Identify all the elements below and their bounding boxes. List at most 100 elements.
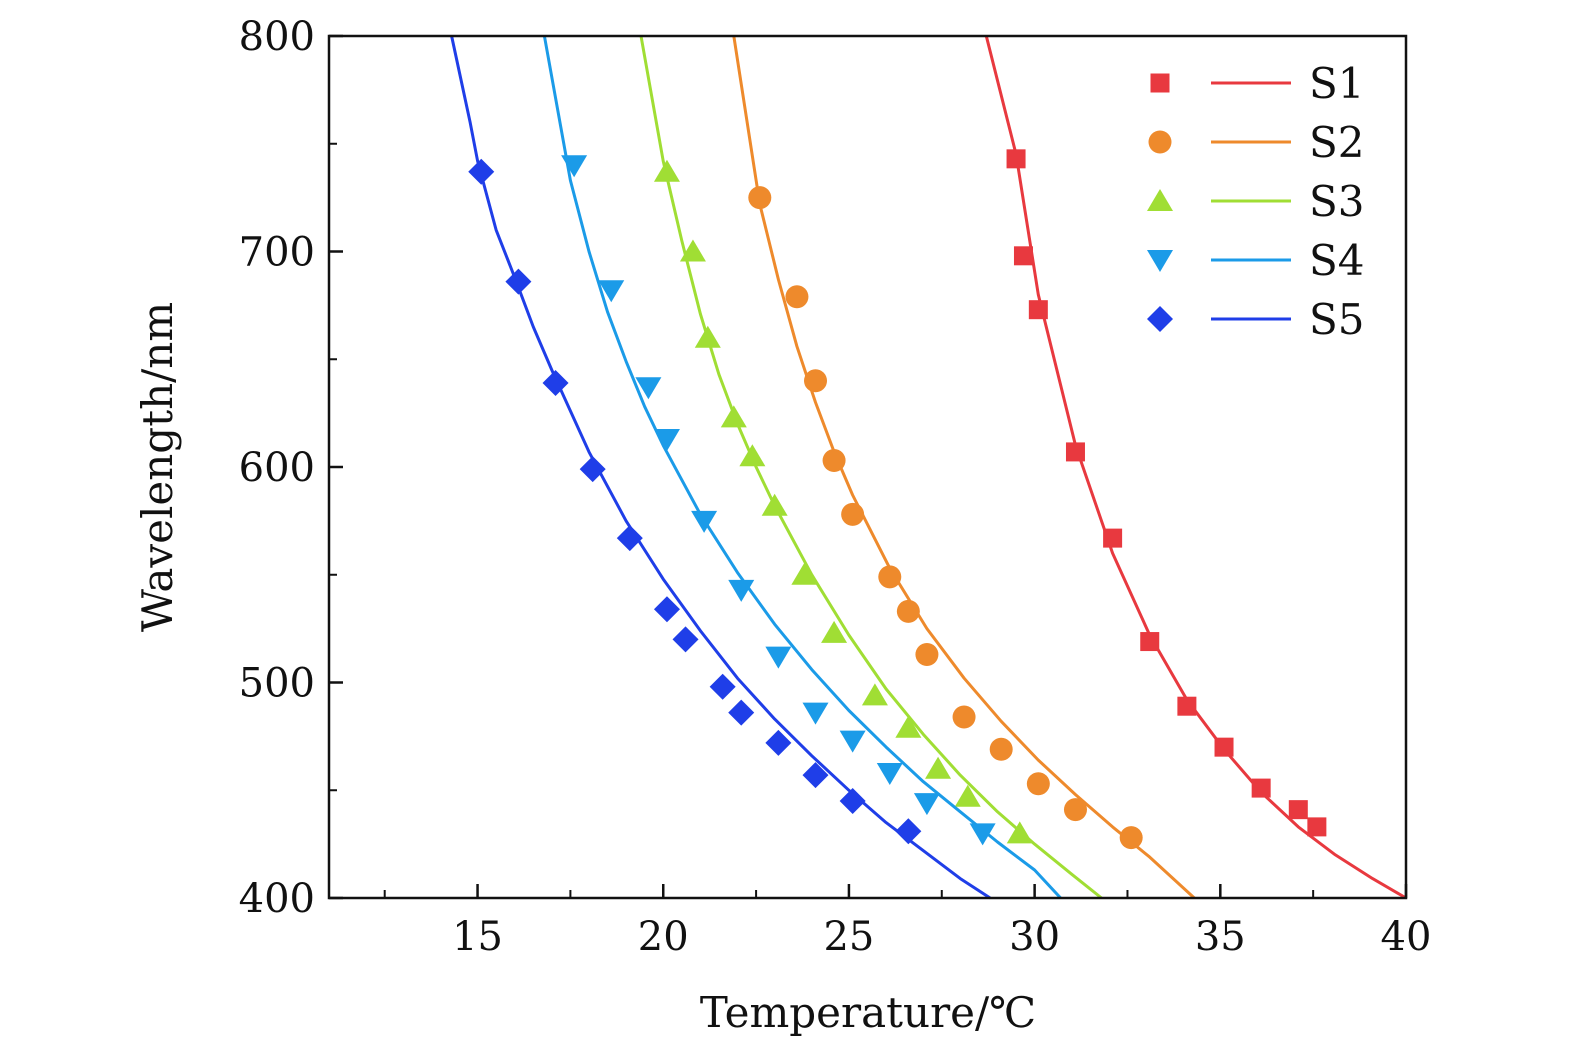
data-point-s2 xyxy=(896,599,920,623)
data-point-s2 xyxy=(1063,798,1087,822)
data-point-s1 xyxy=(1028,300,1048,320)
x-tick-label: 25 xyxy=(823,914,874,960)
data-point-s2 xyxy=(785,285,809,309)
data-point-s2 xyxy=(1026,772,1050,796)
data-point-s5 xyxy=(653,596,680,623)
data-point-s2 xyxy=(1119,826,1143,850)
data-point-s4 xyxy=(969,823,996,846)
data-point-s4 xyxy=(561,155,588,178)
data-point-s3 xyxy=(954,784,981,807)
legend-marker-s1 xyxy=(1150,73,1170,93)
data-point-s2 xyxy=(841,502,865,526)
data-point-s4 xyxy=(876,763,903,786)
data-point-s1 xyxy=(1013,246,1033,266)
data-point-s4 xyxy=(839,730,866,753)
data-point-s3 xyxy=(1006,821,1033,844)
y-tick-label: 400 xyxy=(239,876,315,922)
data-point-s5 xyxy=(802,762,829,789)
y-tick-label: 700 xyxy=(239,230,315,276)
data-point-s4 xyxy=(691,510,718,533)
legend-entry-s4: S4 xyxy=(1147,236,1365,285)
x-tick-label: 30 xyxy=(1009,914,1060,960)
data-point-s5 xyxy=(579,456,606,483)
data-point-s4 xyxy=(913,793,940,816)
y-tick-label: 800 xyxy=(239,14,315,60)
data-point-s3 xyxy=(653,159,680,182)
legend-marker-s3 xyxy=(1147,189,1173,211)
data-point-s4 xyxy=(653,428,680,451)
data-point-s3 xyxy=(791,562,818,585)
data-point-s5 xyxy=(672,626,699,653)
data-point-s5 xyxy=(505,268,532,295)
data-point-s4 xyxy=(802,702,829,725)
legend-label-s5: S5 xyxy=(1309,295,1365,344)
x-tick-label: 20 xyxy=(638,914,689,960)
series-s4 xyxy=(542,35,1062,900)
legend-label-s2: S2 xyxy=(1309,118,1365,167)
legend-entry-s1: S1 xyxy=(1150,59,1365,108)
data-point-s1 xyxy=(1214,737,1234,757)
data-point-s5 xyxy=(895,818,922,845)
legend-marker-s4 xyxy=(1147,250,1173,272)
data-point-s5 xyxy=(616,525,643,552)
legend-entry-s2: S2 xyxy=(1148,118,1365,167)
data-point-s3 xyxy=(821,620,848,643)
data-point-s5 xyxy=(728,699,755,726)
data-point-s1 xyxy=(1288,800,1308,820)
y-tick-label: 500 xyxy=(239,661,315,707)
x-axis-title: Temperature/℃ xyxy=(700,988,1036,1037)
data-point-s3 xyxy=(694,325,721,348)
data-point-s3 xyxy=(861,683,888,706)
data-point-s2 xyxy=(878,565,902,589)
data-point-s5 xyxy=(468,158,495,185)
data-point-s1 xyxy=(1006,149,1026,169)
series-s1 xyxy=(984,35,1407,900)
data-point-s3 xyxy=(720,405,747,428)
x-tick-label: 15 xyxy=(452,914,503,960)
data-point-s4 xyxy=(635,377,662,400)
data-point-s4 xyxy=(728,579,755,602)
data-point-s3 xyxy=(925,756,952,779)
data-point-s2 xyxy=(915,642,939,666)
ticks-layer: 15 20 25 30 35 40 400 500 600 700 800 xyxy=(239,14,1432,960)
series-s5 xyxy=(450,35,991,900)
data-point-s5 xyxy=(709,673,736,700)
data-point-s4 xyxy=(765,646,792,669)
data-point-s2 xyxy=(822,449,846,473)
data-point-s3 xyxy=(895,715,922,738)
x-tick-label: 35 xyxy=(1195,914,1246,960)
data-point-s1 xyxy=(1307,817,1327,837)
legend-marker-s5 xyxy=(1147,306,1173,332)
data-point-s2 xyxy=(748,186,772,210)
data-point-s3 xyxy=(739,444,766,467)
legend-label-s1: S1 xyxy=(1309,59,1365,108)
x-tick-label: 40 xyxy=(1381,914,1432,960)
data-point-s2 xyxy=(804,369,828,393)
fit-line-s4 xyxy=(542,35,1062,900)
data-point-s3 xyxy=(761,493,788,516)
data-point-s1 xyxy=(1251,778,1271,798)
series-s3 xyxy=(639,35,1103,900)
legend-entry-s3: S3 xyxy=(1147,177,1365,226)
legend-marker-s2 xyxy=(1148,130,1172,154)
data-point-s5 xyxy=(542,369,569,396)
data-point-s1 xyxy=(1065,442,1085,462)
data-point-s2 xyxy=(989,737,1013,761)
data-point-s2 xyxy=(952,705,976,729)
data-point-s1 xyxy=(1177,696,1197,716)
series-layer xyxy=(450,35,1407,900)
series-s2 xyxy=(732,35,1196,900)
y-tick-label: 600 xyxy=(239,445,315,491)
y-axis-title: Wavelength/nm xyxy=(133,302,182,632)
data-point-s1 xyxy=(1103,528,1123,548)
fit-line-s5 xyxy=(450,35,991,900)
legend-entry-s5: S5 xyxy=(1147,295,1365,344)
legend-label-s4: S4 xyxy=(1309,236,1365,285)
legend-label-s3: S3 xyxy=(1309,177,1365,226)
data-point-s5 xyxy=(765,729,792,756)
fit-line-s3 xyxy=(639,35,1103,900)
data-point-s3 xyxy=(679,239,706,262)
fit-line-s2 xyxy=(732,35,1196,900)
data-point-s4 xyxy=(598,280,625,303)
